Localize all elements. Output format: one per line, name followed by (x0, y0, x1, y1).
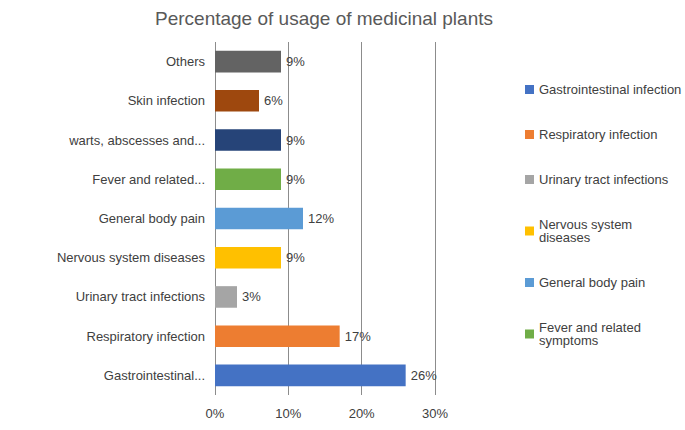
svg-text:Percentage of usage of medicin: Percentage of usage of medicinal plants (155, 8, 493, 29)
svg-text:9%: 9% (286, 172, 305, 187)
svg-text:General body pain: General body pain (99, 211, 205, 226)
svg-text:20%: 20% (349, 406, 375, 421)
svg-text:warts, abscesses and...: warts, abscesses and... (68, 133, 205, 148)
svg-text:Fever and related...: Fever and related... (92, 172, 205, 187)
svg-text:Skin infection: Skin infection (128, 93, 205, 108)
svg-text:Nervous system: Nervous system (539, 217, 636, 232)
svg-text:Respiratory infection: Respiratory infection (87, 329, 206, 344)
svg-text:12%: 12% (308, 211, 334, 226)
svg-text:Respiratory infection: Respiratory infection (539, 127, 658, 142)
svg-text:9%: 9% (286, 133, 305, 148)
svg-text:3%: 3% (242, 289, 261, 304)
svg-text:9%: 9% (286, 54, 305, 69)
svg-text:Nervous system diseases: Nervous system diseases (57, 250, 206, 265)
svg-text:Others: Others (166, 54, 206, 69)
svg-text:symptoms: symptoms (539, 333, 599, 348)
svg-text:Fever and related: Fever and related (539, 320, 645, 335)
svg-text:Gastrointestinal infection: Gastrointestinal infection (539, 82, 681, 97)
svg-text:10%: 10% (275, 406, 301, 421)
svg-text:Urinary tract infections: Urinary tract infections (539, 172, 669, 187)
svg-text:9%: 9% (286, 250, 305, 265)
svg-text:17%: 17% (345, 329, 371, 344)
svg-text:General body pain: General body pain (539, 275, 645, 290)
svg-text:0%: 0% (206, 406, 225, 421)
svg-text:26%: 26% (411, 368, 437, 383)
svg-text:30%: 30% (422, 406, 448, 421)
svg-text:diseases: diseases (539, 230, 591, 245)
svg-text:Urinary tract infections: Urinary tract infections (76, 289, 206, 304)
svg-text:Gastrointestinal...: Gastrointestinal... (104, 368, 205, 383)
svg-text:6%: 6% (264, 93, 283, 108)
